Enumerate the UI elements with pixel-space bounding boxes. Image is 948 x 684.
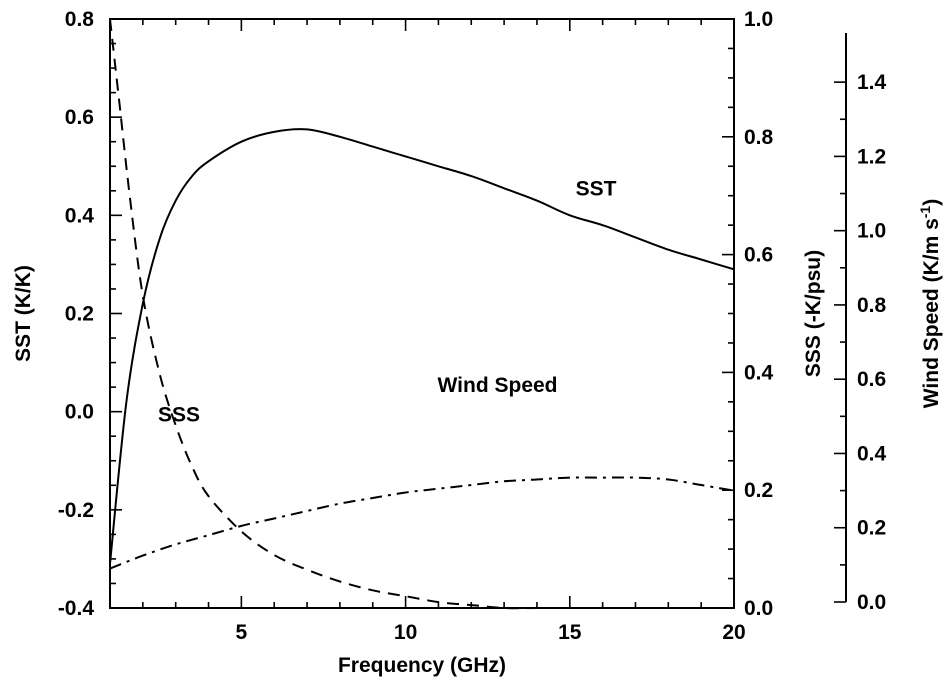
left-tick-label: 0.6 [65,106,94,129]
wind-tick-label: 0.6 [857,368,886,391]
wind-tick-label: 1.2 [857,145,886,168]
left-tick-label: 0.8 [65,8,95,31]
wind-axis-title-main: Wind Speed (K/m s [920,218,943,408]
left-tick-label: 0.0 [65,401,94,424]
left-tick-label: 0.2 [65,303,94,326]
left-tick-label: -0.2 [58,499,94,522]
right-tick-label: 0.4 [744,361,774,384]
left-tick-label: 0.4 [65,204,95,227]
axes-layer [109,18,847,609]
right-tick-label: 0.0 [744,597,773,620]
plot-frame [109,18,735,609]
x-tick-label: 10 [394,621,417,644]
right-tick-label: 0.8 [744,126,774,149]
x-axis-title: Frequency (GHz) [338,654,506,677]
left-axis-title: SST (K/K) [12,265,35,362]
right-tick-label: 0.2 [744,479,773,502]
right-axis-title: SSS (-K/psu) [802,250,825,377]
wind-axis-title: Wind Speed (K/m s-1) [917,199,943,408]
wind-tick-label: 0.0 [857,591,886,614]
wind-tick-label: 1.0 [857,220,886,243]
series-wind-speed-line [109,476,735,570]
wind-tick-label: 0.4 [857,442,887,465]
wind-tick-label: 1.4 [857,71,887,94]
series-label-sss: SSS [158,403,200,426]
text-layer: 5 10 15 20 -0.4 -0.2 0.0 0.2 0.4 0.6 0.8 SST (K/K) 0… [12,8,943,677]
wind-tick-label: 0.2 [857,517,886,540]
x-tick-label: 20 [722,621,745,644]
series-layer [109,18,735,610]
series-label-wind-speed: Wind Speed [438,374,558,397]
series-sst-line [109,128,735,564]
left-tick-label: -0.4 [58,597,95,620]
right-tick-label: 0.6 [744,244,773,267]
x-tick-label: 5 [236,621,248,644]
series-sss-line [109,18,570,610]
wind-axis-title-sup: -1 [917,206,933,219]
wind-axis-title-end: ) [920,199,943,206]
wind-tick-label: 0.8 [857,294,887,317]
right-tick-label: 1.0 [744,8,773,31]
x-tick-label: 15 [558,621,582,644]
series-label-sst: SST [576,178,617,201]
